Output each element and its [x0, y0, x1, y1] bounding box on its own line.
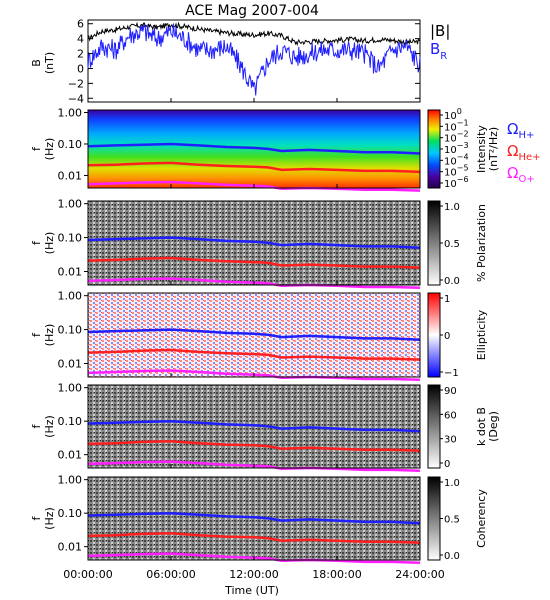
colorbar-tick-label: −1	[444, 368, 459, 379]
x-axis-label: Time (UT)	[224, 584, 279, 597]
bfield-ytick-label: −4	[68, 92, 84, 105]
bfield-ytick-label: −2	[68, 77, 84, 90]
freq-tick-label: 0.10	[58, 138, 83, 151]
bfield-ytick-group: 6 4 20 −2 −4	[68, 18, 420, 105]
colorbar-tick-label: 1.0	[444, 478, 460, 489]
bfield-ytick-label: 0	[77, 62, 84, 75]
colorbar-kdotb	[427, 384, 441, 469]
freq-ylabel-units: (Hz)	[43, 232, 56, 255]
freq-tick-label: 0.01	[58, 358, 83, 371]
colorbar-tick-label: 1	[444, 294, 450, 305]
x-axis-ticks: 00:00:00 06:00:00 12:00:00 18:00:00 24:00:00	[63, 568, 444, 581]
gyro-line-Oplus	[87, 460, 421, 473]
colorbar-ellipticity	[427, 292, 441, 378]
freq-tick-label: 0.10	[58, 232, 83, 245]
colorbar-tick-label: 60	[444, 410, 457, 421]
series-line-b-r	[87, 23, 421, 96]
freq-ylabel-units: (Hz)	[43, 507, 56, 530]
colorbar-tick-label: 0	[444, 331, 450, 342]
legend-omega-o: ΩO+	[507, 164, 535, 185]
bfield-ytick-label: 4	[77, 33, 84, 46]
x-tick-label: 00:00:00	[63, 568, 112, 581]
bfield-panel: 6 4 20 −2 −4 B (nT) |B| BR	[30, 18, 450, 106]
gyro-line-Oplus	[87, 552, 421, 565]
colorbar-label-polarization: % Polarization	[475, 204, 488, 282]
colorbar-label-ellipticity: Ellipticity	[475, 309, 488, 360]
colorbar-tick-label: 0	[444, 459, 450, 470]
gyro-line-Hplus	[87, 236, 421, 250]
gyro-line-Heplus	[87, 256, 421, 269]
legend-b-r: BR	[430, 40, 447, 62]
freq-tick-label: 0.01	[58, 169, 83, 182]
gyro-line-Hplus	[87, 511, 421, 525]
freq-tick-label: 1.00	[58, 290, 83, 303]
bfield-ytick-label: 2	[77, 48, 84, 61]
gyro-line-Oplus	[87, 180, 421, 192]
gyro-line-Heplus	[87, 532, 421, 545]
freq-tick-label: 0.01	[58, 541, 83, 554]
freq-ylabel-units: (Hz)	[43, 415, 56, 438]
colorbar-tick-label: 30	[444, 435, 457, 446]
gyro-line-Hplus	[87, 142, 421, 155]
freq-tick-label: 1.00	[58, 106, 83, 119]
x-tick-label: 06:00:00	[146, 568, 195, 581]
freq-tick-label: 1.00	[58, 198, 83, 211]
colorbar-tick-label: 1.0	[444, 202, 460, 213]
freq-ylabel-units: (Hz)	[43, 138, 56, 161]
x-tick-label: 12:00:00	[229, 568, 278, 581]
freq-ylabel-units: (Hz)	[43, 324, 56, 347]
colorbar-label-coherency: Coherency	[475, 489, 488, 548]
bfield-ylabel: B	[30, 59, 43, 67]
colorbar-tick-label: 0.0	[444, 276, 460, 287]
legend-b-total: |B|	[430, 22, 450, 40]
panel-coherency: 1.00 0.10 0.01 f (Hz) 1.0 0.5 0.0 Coherency	[30, 474, 488, 565]
colorbar-tick-label: 0.5	[444, 239, 460, 250]
colorbar-coherency	[427, 476, 441, 561]
chart-title: ACE Mag 2007-004	[185, 3, 319, 19]
gyro-legend: ΩH+ ΩHe+ ΩO+	[507, 120, 541, 185]
freq-ylabel: f	[30, 515, 43, 520]
bfield-ytick-label: 6	[77, 18, 84, 31]
freq-tick-label: 0.01	[58, 266, 83, 279]
colorbar-units-kdotb: (Deg)	[487, 411, 500, 442]
colorbar-units-intensity: (nT²/Hz)	[487, 127, 500, 171]
freq-tick-label: 1.00	[58, 382, 83, 395]
freq-tick-label: 0.10	[58, 415, 83, 428]
series-line-b-total	[87, 21, 421, 47]
legend-omega-h: ΩH+	[507, 120, 534, 141]
freq-ylabel: f	[30, 146, 43, 151]
gyro-line-Heplus	[87, 440, 421, 453]
panel-ellipticity: 1.00 0.10 0.01 f (Hz) 1 0 −1 Ellipticity	[30, 290, 488, 382]
freq-ylabel: f	[30, 423, 43, 428]
gyro-line-Oplus	[87, 369, 421, 382]
colorbar-label-intensity: Intensity	[475, 125, 488, 173]
x-tick-label: 18:00:00	[312, 568, 361, 581]
colorbar-tick-label: 0.5	[444, 515, 460, 526]
freq-tick-label: 0.10	[58, 324, 83, 337]
gyro-line-Hplus	[87, 419, 421, 433]
freq-ylabel: f	[30, 240, 43, 245]
colorbar-polarization	[427, 200, 441, 286]
colorbar-tick-label: 0.0	[444, 551, 460, 562]
legend-omega-he: ΩHe+	[507, 142, 541, 163]
spectrogram-panels: 1.000.100.01f (Hz)10010−110−210−310−410−5…	[30, 106, 500, 565]
freq-ylabel: f	[30, 332, 43, 337]
freq-tick-label: 0.10	[58, 507, 83, 520]
colorbar-tick-label: 90	[444, 386, 457, 397]
colorbar-intensity	[427, 109, 441, 189]
x-tick-label: 24:00:00	[395, 568, 444, 581]
colorbar-label-kdotb: k dot B	[475, 407, 488, 446]
panel-polarization: 1.00 0.10 0.01 f (Hz) 1.0 0.5 0.0 % Polarization	[30, 198, 488, 290]
gyro-line-Heplus	[87, 348, 421, 361]
panel-kdotb: 1.00 0.10 0.01 f (Hz) 90 60 30 0 k dot B (Deg)	[30, 382, 500, 473]
bfield-ylabel-units: (nT)	[43, 52, 56, 74]
freq-tick-label: 1.00	[58, 474, 83, 487]
freq-tick-label: 0.01	[58, 449, 83, 462]
gyro-line-Heplus	[87, 161, 421, 174]
gyro-line-Hplus	[87, 328, 421, 342]
gyro-line-Oplus	[87, 277, 421, 290]
panel-intensity: 1.000.100.01f (Hz)10010−110−210−310−410−5…	[30, 106, 500, 192]
